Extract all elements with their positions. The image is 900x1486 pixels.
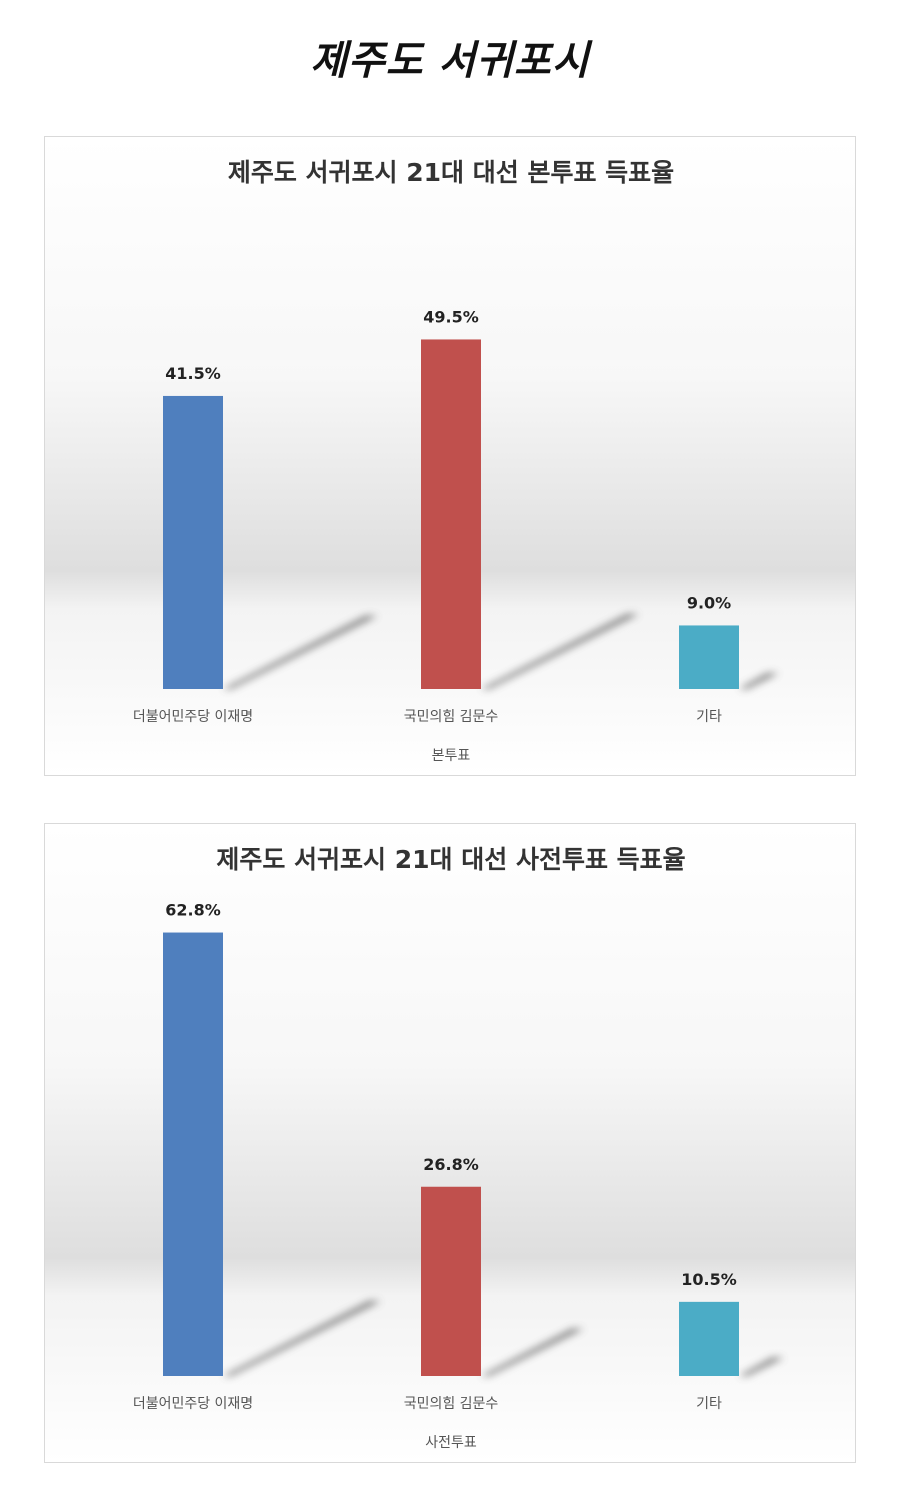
value-label-minjoo-lee: 41.5% [165,364,221,383]
category-labels: 더불어민주당 이재명 국민의힘 김문수 기타 [133,709,722,725]
category-label-minjoo-lee: 더불어민주당 이재명 [133,1396,253,1412]
category-label-other: 기타 [696,709,722,725]
category-label-ppp-kim: 국민의힘 김문수 [404,709,499,725]
chart-panel-early-vote: 제주도 서귀포시 21대 대선 사전투표 득표율 62.8% 26.8% 10.5%… [44,823,856,1463]
x-axis-label: 사전투표 [425,1435,477,1451]
bar-shadow-minjoo-lee [223,615,378,689]
value-labels: 62.8% 26.8% 10.5% [165,901,737,1289]
page-title: 제주도 서귀포시 [310,38,590,84]
bar-shadows [223,614,779,689]
bars [163,339,739,689]
bar-shadow-ppp-kim [481,614,639,689]
bar-shadow-other [739,1357,785,1376]
bar-ppp-kim [421,1186,481,1376]
category-label-ppp-kim: 국민의힘 김문수 [404,1396,499,1412]
bar-minjoo-lee [163,395,223,689]
bar-shadows [223,1301,785,1376]
bar-minjoo-lee [163,932,223,1376]
category-label-minjoo-lee: 더불어민주당 이재명 [133,709,253,725]
bar-shadow-minjoo-lee [223,1301,381,1376]
value-label-minjoo-lee: 62.8% [165,901,221,920]
value-label-other: 9.0% [687,593,731,612]
value-labels: 41.5% 49.5% 9.0% [165,307,731,612]
bar-other [679,1301,739,1376]
value-label-ppp-kim: 49.5% [423,307,479,326]
chart-panel-main-vote: 제주도 서귀포시 21대 대선 본투표 득표율 41.5% 49.5% 9.0% 더… [44,136,856,776]
chart-title: 제주도 서귀포시 21대 대선 본투표 득표율 [228,158,674,187]
value-label-other: 10.5% [681,1270,737,1289]
bar-other [679,625,739,689]
category-labels: 더불어민주당 이재명 국민의힘 김문수 기타 [133,1396,722,1412]
value-label-ppp-kim: 26.8% [423,1155,479,1174]
chart-title: 제주도 서귀포시 21대 대선 사전투표 득표율 [216,845,685,874]
bar-ppp-kim [421,339,481,689]
bar-shadow-other [739,673,779,689]
bars [163,932,739,1376]
x-axis-label: 본투표 [432,748,471,764]
bar-chart-main-vote: 제주도 서귀포시 21대 대선 본투표 득표율 41.5% 49.5% 9.0% 더… [133,158,779,764]
category-label-other: 기타 [696,1396,722,1412]
bar-shadow-ppp-kim [481,1328,584,1376]
bar-chart-early-vote: 제주도 서귀포시 21대 대선 사전투표 득표율 62.8% 26.8% 10.5%… [133,845,785,1451]
